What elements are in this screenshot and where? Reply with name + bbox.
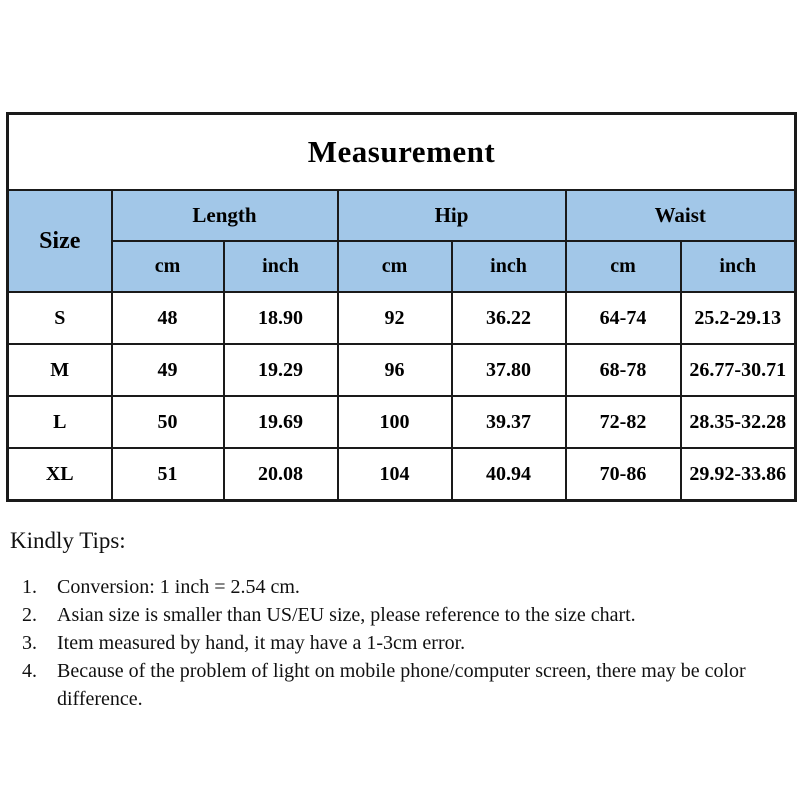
measurement-cell: 26.77-30.71 [679,343,797,397]
tip-number: 1. [22,576,37,598]
tips-heading: Kindly Tips: [10,528,126,553]
measurement-cell: 36.22 [450,291,567,345]
table-unit-header-row: cm inch cm inch cm inch [8,240,797,293]
measurement-cell: 37.80 [450,343,567,397]
tip-number: 2. [22,604,37,626]
measurement-cell: 18.90 [222,291,339,345]
measurement-cell: 29.92-33.86 [679,447,797,502]
measurement-cell: 25.2-29.13 [679,291,797,345]
tip-text: Conversion: 1 inch = 2.54 cm. [57,576,300,598]
size-cell: S [6,291,113,345]
tip-text: Because of the problem of light on mobil… [57,660,746,710]
waist-group-header: Waist [564,189,797,242]
table-title-row: Measurement [6,112,797,191]
measurement-cell: 64-74 [564,291,682,345]
unit-header: inch [679,240,797,293]
size-cell: L [6,395,113,449]
tip-item: 1. Conversion: 1 inch = 2.54 cm. [10,573,792,601]
tip-item: 2. Asian size is smaller than US/EU size… [10,601,792,629]
measurement-table: Measurement Size Length Hip Waist cm inc… [6,112,798,502]
kindly-tips-section: Kindly Tips: 1. Conversion: 1 inch = 2.5… [10,526,792,713]
tip-item: 3. Item measured by hand, it may have a … [10,629,792,657]
size-cell: M [6,343,113,397]
measurement-cell: 20.08 [222,447,339,502]
tip-text: Asian size is smaller than US/EU size, p… [57,604,636,626]
measurement-cell: 104 [336,447,453,502]
size-cell: XL [6,447,113,502]
unit-header: inch [450,240,567,293]
unit-header: cm [336,240,453,293]
measurement-cell: 28.35-32.28 [679,395,797,449]
measurement-cell: 51 [110,447,225,502]
measurement-cell: 19.69 [222,395,339,449]
unit-header: inch [222,240,339,293]
measurement-cell: 39.37 [450,395,567,449]
table-row: M 49 19.29 96 37.80 68-78 26.77-30.71 [6,343,797,397]
measurement-cell: 92 [336,291,453,345]
table-group-header-row: Size Length Hip Waist [6,189,797,293]
measurement-cell: 68-78 [564,343,682,397]
measurement-cell: 49 [110,343,225,397]
hip-group-header: Hip [336,189,567,242]
measurement-cell: 100 [336,395,453,449]
measurement-cell: 70-86 [564,447,682,502]
tip-number: 4. [22,660,37,682]
measurement-cell: 40.94 [450,447,567,502]
tip-number: 3. [22,632,37,654]
table-title: Measurement [6,112,797,191]
tip-item: 4. Because of the problem of light on mo… [10,657,792,713]
measurement-cell: 48 [110,291,225,345]
unit-header: cm [110,240,225,293]
table-row: XL 51 20.08 104 40.94 70-86 29.92-33.86 [6,447,797,502]
measurement-cell: 50 [110,395,225,449]
table-row: S 48 18.90 92 36.22 64-74 25.2-29.13 [6,291,797,345]
table-row: L 50 19.69 100 39.37 72-82 28.35-32.28 [6,395,797,449]
measurement-cell: 96 [336,343,453,397]
tip-text: Item measured by hand, it may have a 1-3… [57,632,466,654]
size-column-header: Size [6,189,113,293]
length-group-header: Length [110,189,339,242]
unit-header: cm [564,240,682,293]
measurement-cell: 72-82 [564,395,682,449]
measurement-cell: 19.29 [222,343,339,397]
